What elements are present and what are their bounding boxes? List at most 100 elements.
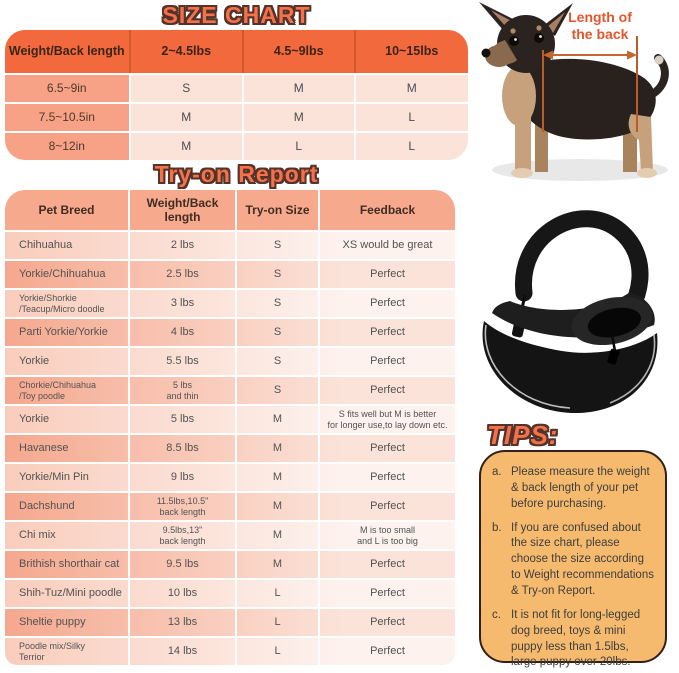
back-length-cell: 7.5~10.5in	[5, 104, 129, 131]
pet-breed-cell: Yorkie/Min Pin	[19, 470, 89, 483]
size-cell: L	[353, 104, 468, 131]
tryon-column-header: Feedback	[318, 190, 455, 230]
tryon-column-header: Weight/Back length	[128, 190, 235, 230]
size-chart-row: 8~12in M L L	[5, 133, 468, 160]
tryon-report-table: Pet Breed Weight/Back length Try-on Size Fe…	[5, 190, 455, 665]
pet-breed-cell: Dachshund	[19, 499, 75, 512]
tryon-size-cell: S	[235, 232, 318, 259]
tryon-size-cell: L	[235, 638, 318, 665]
tip-text: Please measure the weight & back length …	[511, 466, 650, 510]
weight-cell: 3 lbs	[128, 290, 235, 317]
size-chart-row: 6.5~9in S M M	[5, 75, 468, 102]
tryon-size-cell: M	[235, 493, 318, 520]
pet-breed-cell: Havanese	[19, 441, 69, 454]
pet-breed-cell: Chihuahua	[19, 238, 73, 251]
tryon-size-cell: S	[235, 319, 318, 346]
sling-carrier-image	[482, 210, 658, 414]
tryon-size-cell: L	[235, 609, 318, 636]
feedback-cell: Perfect	[318, 348, 455, 375]
tryon-row: Parti Yorkie/Yorkie 4 lbs S Perfect	[5, 319, 455, 346]
tryon-row: Yorkie 5.5 lbs S Perfect	[5, 348, 455, 375]
tip-marker: c.	[492, 608, 501, 621]
size-chart-row: 7.5~10.5in M M L	[5, 104, 468, 131]
back-length-cell: 6.5~9in	[5, 75, 129, 102]
tryon-size-cell: S	[235, 348, 318, 375]
size-cell: M	[242, 75, 354, 102]
size-cell: M	[242, 104, 354, 131]
pet-breed-cell: Yorkie	[19, 412, 50, 425]
tryon-size-cell: M	[235, 551, 318, 578]
tryon-body: Chihuahua 2 lbs S XS would be great York…	[5, 232, 455, 665]
tryon-row: Dachshund 11.5lbs,10.5" back length M Pe…	[5, 493, 455, 520]
pet-breed-cell: Shih-Tuz/Mini poodle	[19, 586, 122, 599]
tryon-row: Chorkie/Chihuahua /Toy poodle 5 lbs and …	[5, 377, 455, 404]
size-chart-column-header: 10~15lbs	[353, 30, 468, 73]
tryon-row: Chihuahua 2 lbs S XS would be great	[5, 232, 455, 259]
size-cell: M	[353, 75, 468, 102]
weight-cell: 11.5lbs,10.5" back length	[128, 493, 235, 520]
size-chart-column-header: 4.5~9lbs	[242, 30, 353, 73]
feedback-cell: S fits well but M is better for longer u…	[318, 406, 455, 433]
feedback-cell: Perfect	[318, 290, 455, 317]
tip-marker: a.	[492, 466, 502, 478]
size-chart-table: Weight/Back length 2~4.5lbs 4.5~9lbs 10~15l…	[5, 30, 468, 160]
tips-title: TIPS:	[487, 420, 559, 450]
tryon-row: Poodle mix/Silky Terrior 14 lbs L Perfec…	[5, 638, 455, 665]
pet-breed-cell: Yorkie/Shorkie /Teacup/Micro doodle	[19, 292, 105, 314]
feedback-cell: Perfect	[318, 609, 455, 636]
tips-box: a. Please measure the weight & back leng…	[479, 450, 667, 668]
size-cell: L	[242, 133, 354, 160]
pet-breed-cell: Chorkie/Chihuahua /Toy poodle	[19, 379, 97, 401]
tryon-row: Chi mix 9.5lbs,13" back length M M is to…	[5, 522, 455, 549]
size-cell: L	[353, 133, 468, 160]
tryon-column-header: Pet Breed	[38, 202, 95, 217]
weight-cell: 10 lbs	[128, 580, 235, 607]
feedback-cell: Perfect	[318, 464, 455, 491]
tip-marker: b.	[492, 521, 502, 534]
tryon-size-cell: S	[235, 290, 318, 317]
tryon-column-header: Try-on Size	[235, 190, 318, 230]
tryon-row: Havanese 8.5 lbs M Perfect	[5, 435, 455, 462]
tryon-row: Brithish shorthair cat 9.5 lbs M Perfect	[5, 551, 455, 578]
size-cell: S	[128, 75, 243, 102]
weight-cell: 13 lbs	[128, 609, 235, 636]
pet-breed-cell: Brithish shorthair cat	[19, 557, 120, 570]
tryon-size-cell: M	[235, 435, 318, 462]
tryon-row: Yorkie 5 lbs M S fits well but M is bett…	[5, 406, 455, 433]
weight-cell: 5 lbs	[128, 406, 235, 433]
tryon-size-cell: S	[235, 377, 318, 404]
tip-item: a. Please measure the weight & back leng…	[492, 465, 656, 513]
feedback-cell: Perfect	[318, 493, 455, 520]
feedback-cell: Perfect	[318, 638, 455, 665]
tryon-size-cell: S	[235, 261, 318, 288]
tryon-size-cell: M	[235, 464, 318, 491]
annotation-line-2: the back	[572, 26, 629, 42]
weight-cell: 9.5 lbs	[128, 551, 235, 578]
feedback-cell: Perfect	[318, 261, 455, 288]
tryon-size-cell: M	[235, 406, 318, 433]
size-chart-column-header: Weight/Back length	[8, 44, 125, 58]
chihuahua-photo: Length of the back	[479, 2, 669, 181]
product-photo-sling-carrier	[462, 193, 679, 421]
back-length-measurement: Length of the back	[542, 9, 638, 132]
tryon-row: Yorkie/Min Pin 9 lbs M Perfect	[5, 464, 455, 491]
weight-cell: 4 lbs	[128, 319, 235, 346]
weight-cell: 8.5 lbs	[128, 435, 235, 462]
weight-cell: 5 lbs and thin	[128, 377, 235, 404]
size-chart-header-row: Weight/Back length 2~4.5lbs 4.5~9lbs 10~15l…	[5, 30, 468, 73]
pet-breed-cell: Yorkie	[19, 354, 50, 367]
weight-cell: 9.5lbs,13" back length	[128, 522, 235, 549]
size-cell: M	[128, 133, 243, 160]
feedback-cell: XS would be great	[318, 232, 455, 259]
weight-cell: 2.5 lbs	[128, 261, 235, 288]
feedback-cell: Perfect	[318, 319, 455, 346]
tip-item: c. It is not fit for long-legged dog bre…	[492, 608, 656, 671]
pet-breed-cell: Sheltie puppy	[19, 615, 86, 628]
tryon-size-cell: L	[235, 580, 318, 607]
feedback-cell: Perfect	[318, 435, 455, 462]
back-length-cell: 8~12in	[5, 133, 129, 160]
feedback-cell: Perfect	[318, 580, 455, 607]
size-chart-body: 6.5~9in S M M 7.5~10.5in M M L 8~12in M …	[5, 75, 468, 160]
feedback-cell: Perfect	[318, 377, 455, 404]
